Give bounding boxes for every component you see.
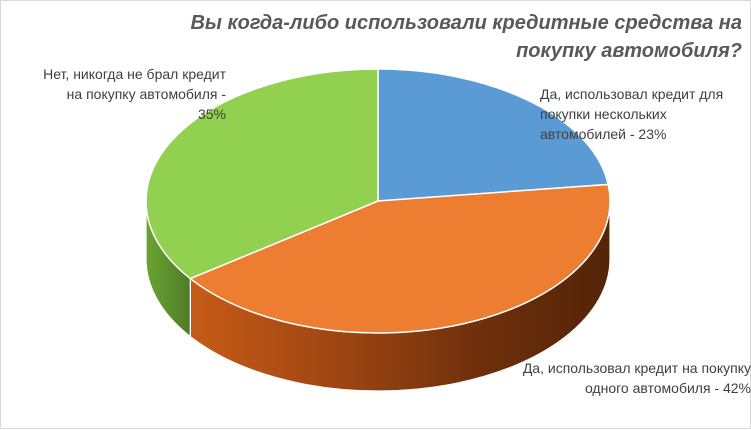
data-label-never: Нет, никогда не брал кредит на покупку а…	[43, 66, 226, 122]
data-label-several-cars: Да, использовал кредит для покупки неско…	[540, 86, 724, 142]
pie-slice-0	[377, 68, 610, 202]
data-label-one-car: Да, использовал кредит на покупку одного…	[522, 360, 751, 396]
pie-slice-2	[145, 68, 379, 280]
chart-title: Вы когда-либо использовали кредитные сре…	[190, 12, 742, 62]
pie-slice-1	[188, 183, 611, 334]
pie-slices	[145, 68, 611, 334]
